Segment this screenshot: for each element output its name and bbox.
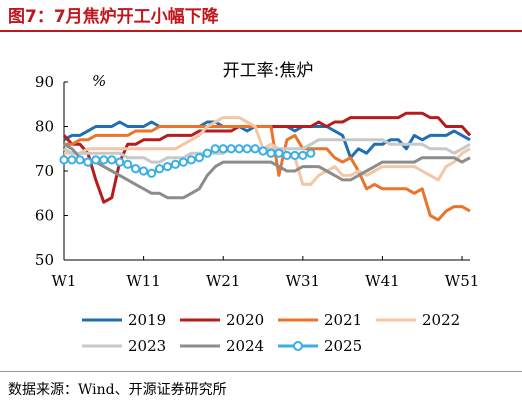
x-tick-label: W41 (365, 272, 400, 290)
series-point-2025 (186, 155, 196, 165)
title-divider (0, 30, 522, 32)
x-tick-label: W1 (52, 272, 77, 290)
x-tick-label: W51 (445, 272, 480, 290)
y-tick-label: 70 (35, 162, 54, 180)
x-tick-label: W21 (206, 272, 241, 290)
legend-item-2022: 2022 (376, 311, 460, 329)
legend: 2019 2020 2021 2022 2023 2024 2025 (82, 311, 460, 355)
y-tick-label: 90 (35, 73, 54, 91)
series-point-2025 (146, 168, 157, 178)
series-point-2025 (298, 150, 308, 161)
legend-label: 2020 (226, 311, 264, 329)
series-point-2025 (67, 155, 77, 165)
series-point-2025 (218, 144, 228, 154)
series-point-2025 (123, 159, 133, 169)
series-line-2024 (63, 142, 471, 200)
series-point-2025 (91, 155, 101, 165)
legend-label: 2019 (128, 311, 166, 329)
series-point-2025 (99, 155, 109, 165)
series-point-2025 (139, 166, 149, 176)
series-point-2025 (83, 157, 93, 167)
legend-label: 2025 (324, 337, 362, 355)
series-point-2025 (202, 148, 212, 158)
y-tick-label: 80 (35, 118, 54, 136)
series-point-2025 (258, 146, 268, 156)
legend-item-2023: 2023 (82, 337, 166, 355)
series-point-2025 (59, 155, 69, 165)
axes: 50 60 70 80 90 W1 W11 W21 W31 W41 W51 (35, 73, 479, 290)
series-point-2025 (282, 150, 292, 161)
legend-item-2021: 2021 (278, 311, 362, 329)
series-point-2025 (115, 157, 125, 167)
series-point-2025 (290, 150, 300, 161)
legend-item-2024: 2024 (180, 337, 264, 355)
series-point-2025 (250, 144, 260, 154)
series-point-2025 (107, 155, 117, 165)
y-tick-label: 50 (35, 251, 54, 269)
legend-item-2025: 2025 (278, 337, 362, 355)
series-point-2025 (210, 144, 220, 154)
series-point-2025 (234, 144, 244, 154)
series-lines (59, 111, 472, 222)
x-tick-label: W11 (126, 272, 161, 290)
legend-item-2020: 2020 (180, 311, 264, 329)
series-point-2025 (75, 155, 85, 165)
series-point-2025 (178, 157, 189, 167)
series-point-2025 (131, 164, 141, 174)
series-point-2025 (154, 164, 165, 174)
source-divider (0, 371, 522, 372)
legend-label: 2021 (324, 311, 362, 329)
legend-marker (293, 341, 303, 351)
y-axis-unit: % (92, 72, 106, 90)
series-point-2025 (242, 144, 252, 154)
x-tick-label: W31 (286, 272, 321, 290)
y-tick-label: 60 (35, 207, 54, 225)
legend-item-2019: 2019 (82, 311, 166, 329)
series-point-2025 (226, 144, 236, 154)
series-line-2021 (64, 125, 471, 222)
chart-title: 开工率:焦炉 (223, 61, 314, 81)
legend-label: 2022 (422, 311, 460, 329)
series-line-2022 (64, 116, 471, 186)
series-point-2025 (162, 161, 173, 172)
series-point-2025 (274, 148, 284, 158)
legend-label: 2023 (128, 337, 166, 355)
series-point-2025 (170, 159, 181, 169)
source-note: 数据来源：Wind、开源证券研究所 (8, 382, 227, 398)
series-point-2025 (194, 153, 204, 163)
series-point-2025 (306, 148, 316, 158)
figure-title: 图7：7月焦炉开工小幅下降 (8, 7, 219, 27)
series-point-2025 (266, 148, 276, 158)
legend-label: 2024 (226, 337, 264, 355)
